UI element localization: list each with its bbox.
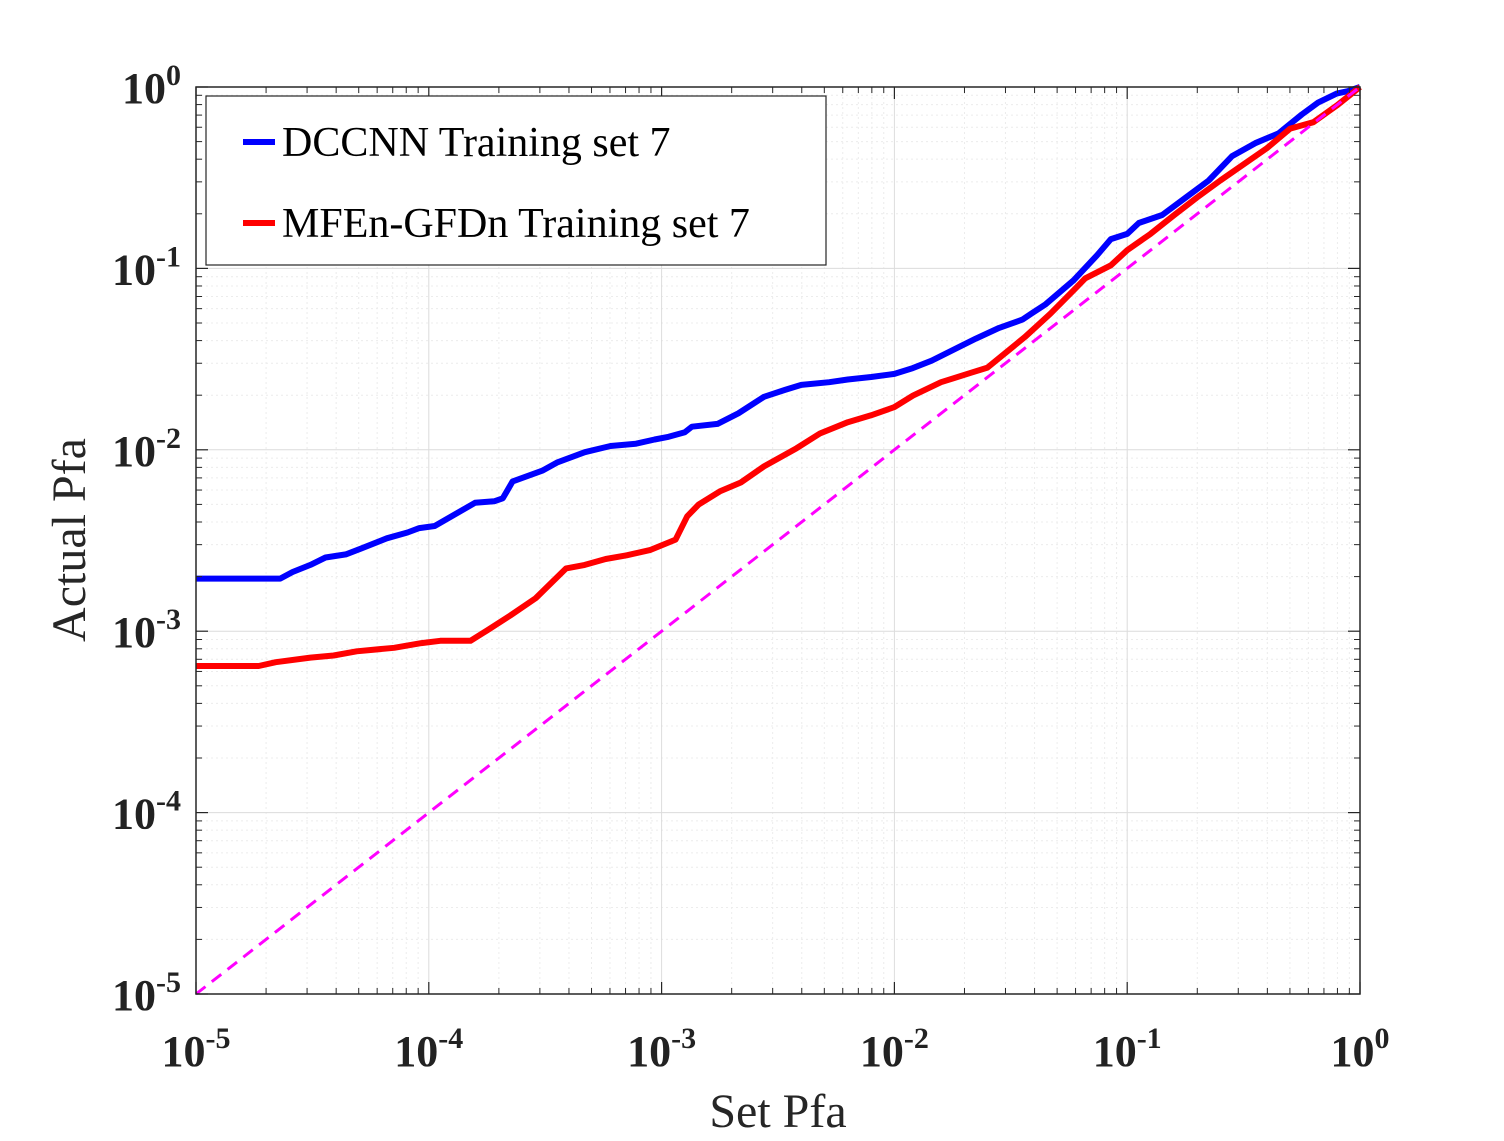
series-line-1 [196,84,1362,669]
y-tick-label: 10-1 [112,240,181,294]
x-tick-label: 10-1 [1093,1022,1162,1076]
major-grid [196,87,1360,994]
series-line-0 [196,84,1361,582]
x-tick-label: 100 [1331,1022,1390,1076]
x-tick-label: 10-2 [860,1022,929,1076]
y-tick-label: 10-3 [112,603,181,657]
legend-box [205,95,827,266]
x-tick-label: 10-3 [627,1022,696,1076]
plot-frame [195,86,1361,995]
y-tick-label: 10-4 [112,785,181,839]
reference-line [195,85,1361,996]
y-tick-label: 10-2 [112,422,181,476]
y-axis-title: Actual Pfa [43,438,96,642]
y-tick-label: 100 [122,59,181,113]
x-tick-label: 10-4 [394,1022,463,1076]
y-tick-labels: 10-5 10-4 10-3 10-2 10-1 100 [112,59,181,1020]
legend-label-dccnn: DCCNN Training set 7 [282,120,671,166]
x-tick-label: 10-5 [162,1022,231,1076]
x-axis-title: Set Pfa [709,1085,846,1138]
minor-grid [196,87,1360,994]
legend: DCCNN Training set 7 MFEn-GFDn Training … [205,95,827,266]
x-tick-labels: 10-5 10-4 10-3 10-2 10-1 100 [162,1022,1390,1076]
y-tick-label: 10-5 [112,966,181,1020]
legend-label-mfen-gfdn: MFEn-GFDn Training set 7 [282,201,750,247]
plot-series [195,84,1362,996]
